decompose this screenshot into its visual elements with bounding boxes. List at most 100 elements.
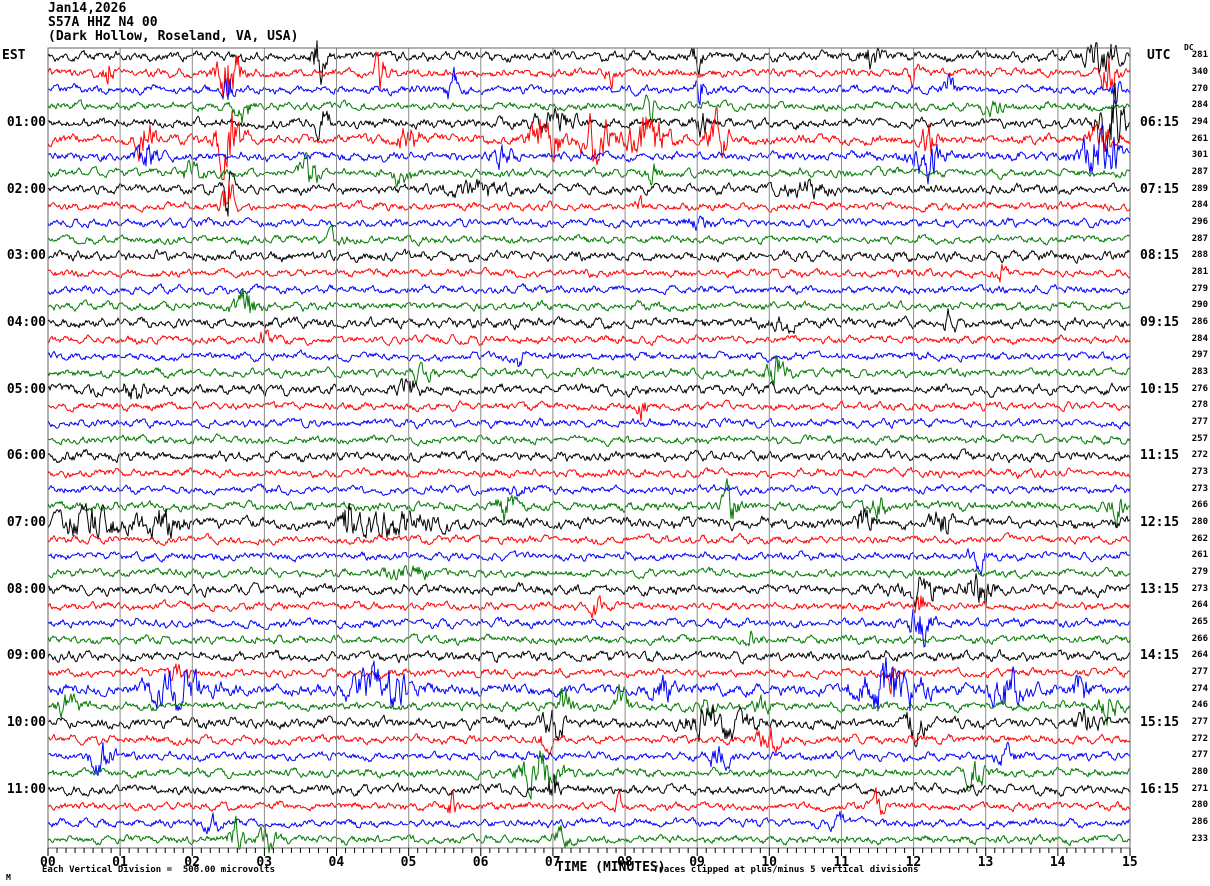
trace-row-29	[47, 503, 1131, 540]
trace-row-1	[47, 40, 1131, 85]
dc-value-row-42: 272	[1191, 733, 1208, 744]
trace-row-45	[47, 773, 1131, 798]
trace-row-3	[47, 66, 1131, 106]
x-tick-label-05: 05	[400, 855, 417, 870]
dc-value-row-21: 276	[1191, 383, 1208, 394]
trace-row-14	[47, 264, 1131, 283]
dc-value-row-26: 273	[1191, 467, 1208, 477]
trace-row-24	[47, 433, 1131, 448]
trace-row-46	[47, 787, 1131, 816]
dc-value-row-43: 277	[1191, 750, 1208, 761]
trace-row-28	[47, 478, 1131, 529]
est-label-05:00: 05:00	[6, 381, 46, 397]
trace-row-35	[47, 608, 1131, 648]
dc-value-row-37: 264	[1191, 650, 1208, 661]
dc-value-row-29: 280	[1191, 517, 1208, 527]
trace-row-38	[47, 663, 1131, 695]
est-label-04:00: 04:00	[6, 315, 46, 330]
utc-label-12:15: 12:15	[1140, 515, 1180, 530]
trace-row-13	[47, 248, 1131, 264]
trace-row-27	[47, 483, 1131, 497]
dc-value-row-15: 279	[1191, 283, 1208, 294]
trace-row-42	[47, 727, 1131, 755]
utc-label-13:15: 13:15	[1140, 581, 1180, 597]
est-label-09:00: 09:00	[6, 648, 46, 664]
title-location: (Dark Hollow, Roseland, VA, USA)	[48, 29, 299, 44]
dc-value-row-45: 271	[1191, 783, 1208, 794]
dc-value-row-7: 301	[1191, 150, 1208, 161]
trace-row-19	[47, 349, 1131, 367]
trace-row-33	[47, 573, 1131, 608]
dc-value-row-46: 280	[1191, 800, 1208, 811]
dc-value-row-41: 277	[1191, 717, 1208, 727]
x-tick-label-07: 07	[544, 855, 561, 870]
utc-label-06:15: 06:15	[1140, 115, 1180, 130]
x-tick-label-01: 01	[112, 855, 128, 870]
trace-row-36	[47, 630, 1131, 647]
trace-row-2	[47, 51, 1131, 100]
est-label-11:00: 11:00	[6, 781, 46, 797]
trace-row-18	[47, 329, 1131, 347]
dc-value-row-17: 286	[1191, 317, 1208, 327]
x-tick-label-08: 08	[617, 855, 633, 870]
dc-value-row-22: 278	[1191, 400, 1208, 411]
est-label-03:00: 03:00	[6, 248, 46, 264]
trace-row-40	[47, 684, 1131, 726]
trace-row-25	[47, 448, 1131, 464]
trace-row-41	[47, 704, 1131, 748]
x-tick-label-15: 15	[1122, 855, 1138, 870]
trace-row-39	[47, 657, 1131, 712]
dc-value-row-25: 272	[1191, 450, 1208, 461]
est-label-10:00: 10:00	[6, 715, 46, 730]
x-tick-label-04: 04	[328, 855, 345, 870]
est-label-07:00: 07:00	[6, 515, 46, 530]
utc-label-07:15: 07:15	[1140, 181, 1180, 197]
dc-value-row-11: 296	[1191, 217, 1208, 227]
x-tick-label-13: 13	[977, 855, 994, 870]
dc-value-row-10: 284	[1191, 200, 1208, 211]
trace-row-21	[47, 378, 1131, 400]
dc-value-row-16: 290	[1191, 300, 1208, 311]
dc-value-row-48: 233	[1191, 833, 1208, 844]
scale-note: Each Vertical Division = 500.00 microvol…	[42, 865, 275, 875]
dc-value-row-30: 262	[1191, 533, 1208, 544]
dc-value-row-47: 286	[1191, 817, 1208, 827]
dc-value-row-2: 340	[1191, 67, 1208, 77]
dc-value-row-38: 277	[1191, 667, 1208, 677]
dc-value-row-4: 284	[1191, 100, 1208, 111]
utc-label-09:15: 09:15	[1140, 315, 1180, 330]
dc-value-row-31: 261	[1191, 550, 1208, 561]
trace-row-6	[47, 107, 1131, 181]
dc-value-row-18: 284	[1191, 333, 1208, 344]
dc-value-row-9: 289	[1191, 183, 1208, 194]
x-tick-label-09: 09	[689, 855, 705, 870]
dc-value-row-44: 280	[1191, 767, 1208, 777]
est-label-02:00: 02:00	[6, 181, 46, 197]
dc-value-row-27: 273	[1191, 483, 1208, 494]
dc-value-row-39: 274	[1191, 683, 1208, 694]
dc-value-row-6: 261	[1191, 133, 1208, 144]
dc-value-row-33: 273	[1191, 583, 1208, 594]
x-tick-label-11: 11	[833, 855, 850, 870]
trace-row-32	[47, 565, 1131, 581]
dc-value-row-5: 294	[1191, 117, 1208, 127]
dc-value-row-24: 257	[1191, 433, 1208, 444]
utc-label-11:15: 11:15	[1140, 448, 1180, 464]
trace-row-12	[47, 224, 1131, 247]
trace-row-9	[47, 170, 1131, 217]
trace-row-7	[47, 124, 1131, 185]
trace-row-4	[47, 94, 1131, 126]
x-tick-label-06: 06	[472, 855, 489, 870]
trace-row-15	[47, 283, 1131, 296]
dc-value-row-13: 288	[1191, 250, 1208, 261]
dc-value-row-12: 287	[1191, 233, 1208, 244]
dc-value-row-3: 270	[1191, 83, 1208, 94]
utc-label-08:15: 08:15	[1140, 248, 1180, 264]
dc-value-row-34: 264	[1191, 600, 1208, 611]
trace-row-48	[47, 815, 1131, 854]
trace-row-20	[47, 355, 1131, 387]
trace-row-16	[47, 287, 1130, 314]
utc-label-10:15: 10:15	[1140, 381, 1180, 397]
